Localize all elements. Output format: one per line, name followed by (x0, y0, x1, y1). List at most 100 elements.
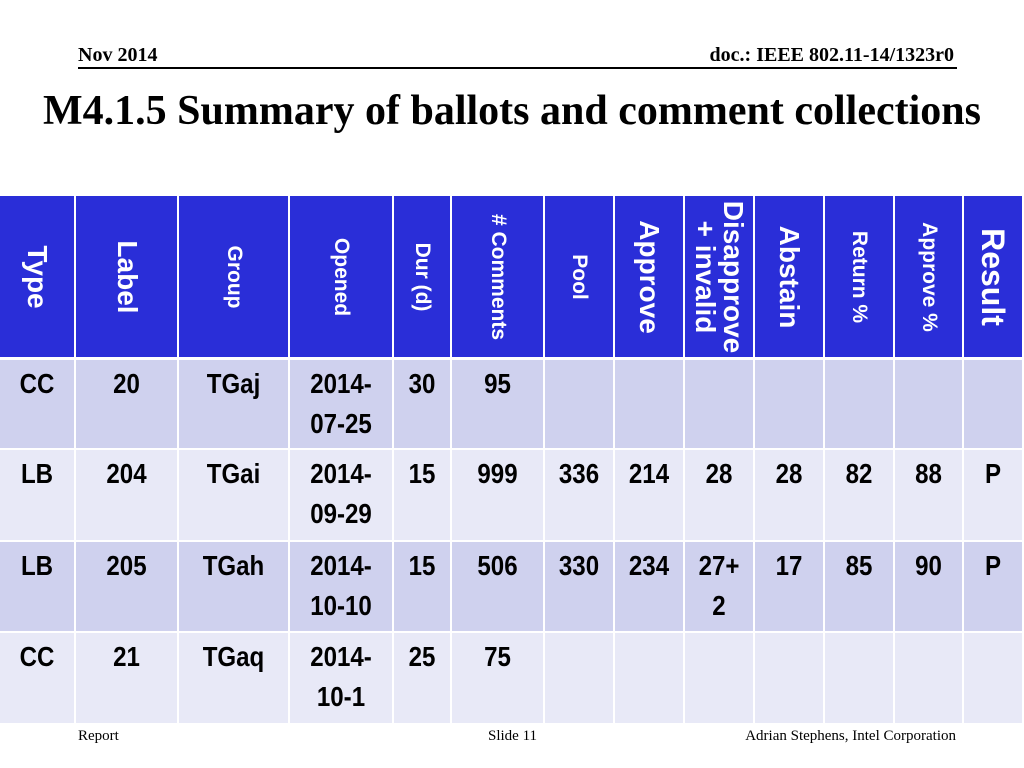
table-cell-value (900, 360, 958, 364)
table-cell-value: TGai (206, 458, 261, 489)
table-cell-value: TGaq (202, 641, 265, 672)
table-cell (825, 360, 895, 450)
column-header-label: Group (222, 245, 246, 308)
table-cell-value: 28 (705, 458, 733, 489)
table-cell-value (830, 633, 888, 637)
column-header-label: Type (22, 244, 53, 309)
table-cell-value (760, 360, 818, 364)
table-cell: 88 (895, 450, 964, 542)
table-cell: 20 (76, 360, 179, 450)
table-cell (615, 633, 685, 725)
table-cell-value: LB (20, 458, 54, 489)
column-header: # Comments (452, 196, 545, 360)
table-cell-value: 205 (106, 550, 147, 581)
table-cell: 214 (615, 450, 685, 542)
table-cell: 2014- 07-25 (290, 360, 394, 450)
table-cell-value: 15 (408, 458, 436, 489)
column-header: Pool (545, 196, 615, 360)
table-cell-value: 82 (845, 458, 873, 489)
column-header-label: Label (111, 239, 143, 314)
column-header-label: Result (975, 227, 1011, 326)
column-header: Opened (290, 196, 394, 360)
table-cell: 205 (76, 542, 179, 633)
column-header-label: Abstain (774, 225, 805, 328)
table-cell: 234 (615, 542, 685, 633)
table-cell-value: 28 (775, 458, 803, 489)
column-header-label: Approve (634, 219, 665, 334)
table-cell: LB (0, 450, 76, 542)
column-header-label: Approve % (917, 221, 941, 332)
table-cell: 82 (825, 450, 895, 542)
table-cell: TGaq (179, 633, 290, 725)
table-cell (964, 360, 1024, 450)
table-cell: 85 (825, 542, 895, 633)
table-cell: 330 (545, 542, 615, 633)
table-cell-value: 999 (477, 458, 518, 489)
header-rule (78, 67, 957, 69)
header-date: Nov 2014 (78, 44, 158, 66)
column-header: Dur (d) (394, 196, 452, 360)
table-cell-value: 2014- 07-25 (310, 368, 372, 439)
table-cell: 27+ 2 (685, 542, 755, 633)
table-cell-value: P (984, 458, 1002, 489)
table-cell: 21 (76, 633, 179, 725)
table-cell-value (968, 633, 1018, 637)
table-cell: 30 (394, 360, 452, 450)
table-cell (615, 360, 685, 450)
table-cell: P (964, 450, 1024, 542)
table-cell: 999 (452, 450, 545, 542)
table-cell (755, 360, 825, 450)
footer-slide-number: Slide 11 (488, 728, 538, 744)
table-cell: LB (0, 542, 76, 633)
column-header-label: Disapprove + invalid (690, 200, 749, 353)
column-header: Approve % (895, 196, 964, 360)
table-cell: TGai (179, 450, 290, 542)
table-cell-value (760, 633, 818, 637)
table-cell-value: 30 (408, 368, 436, 399)
table-cell-value: 20 (113, 368, 140, 399)
table-cell-value: 336 (558, 458, 600, 489)
table-cell-value: 234 (628, 550, 670, 581)
table-cell: P (964, 542, 1024, 633)
table-cell (825, 633, 895, 725)
footer-author: Adrian Stephens, Intel Corporation (745, 728, 956, 744)
column-header: Abstain (755, 196, 825, 360)
table-cell-value: 17 (775, 550, 803, 581)
column-header: Label (76, 196, 179, 360)
slide-title: M4.1.5 Summary of ballots and comment co… (43, 88, 981, 134)
table-cell-value (690, 360, 748, 364)
table-cell-value (830, 360, 888, 364)
table-cell: 17 (755, 542, 825, 633)
table-cell-value: P (984, 550, 1002, 581)
column-header-label: Return % (848, 230, 871, 323)
table-cell-value: 2014- 10-1 (310, 641, 372, 712)
column-header: Return % (825, 196, 895, 360)
column-header: Group (179, 196, 290, 360)
table-cell: 15 (394, 450, 452, 542)
table-cell-value: 2014- 09-29 (310, 458, 372, 529)
table-cell (895, 360, 964, 450)
table-cell-value (550, 633, 608, 637)
table-cell-value (620, 360, 678, 364)
table-cell (545, 633, 615, 725)
table-cell-value: 330 (558, 550, 600, 581)
table-cell: 15 (394, 542, 452, 633)
table-cell-value (900, 633, 958, 637)
column-header: Approve (615, 196, 685, 360)
table-cell: 336 (545, 450, 615, 542)
table-cell: 2014- 10-10 (290, 542, 394, 633)
table-cell-value: 204 (106, 458, 147, 489)
column-header-label: Dur (d) (411, 242, 434, 311)
table-cell-value (620, 633, 678, 637)
table-cell-value (690, 633, 748, 637)
column-header-label: # Comments (486, 213, 510, 340)
table-cell (964, 633, 1024, 725)
column-header-label: Opened (330, 237, 353, 316)
table-cell: 75 (452, 633, 545, 725)
table-cell: CC (0, 360, 76, 450)
table-cell-value: CC (19, 368, 55, 399)
table-cell: 90 (895, 542, 964, 633)
table-cell: CC (0, 633, 76, 725)
column-header: Type (0, 196, 76, 360)
table-cell: 204 (76, 450, 179, 542)
